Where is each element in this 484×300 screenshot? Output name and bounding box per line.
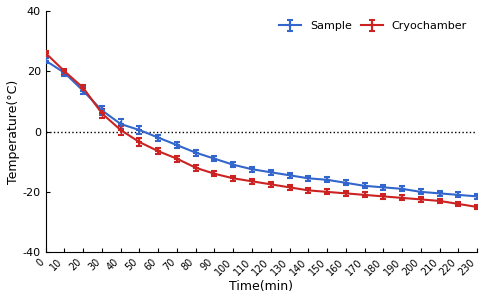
Y-axis label: Temperature(°C): Temperature(°C) [7,80,20,184]
Legend: Sample, Cryochamber: Sample, Cryochamber [274,16,471,35]
X-axis label: Time(min): Time(min) [229,280,293,293]
